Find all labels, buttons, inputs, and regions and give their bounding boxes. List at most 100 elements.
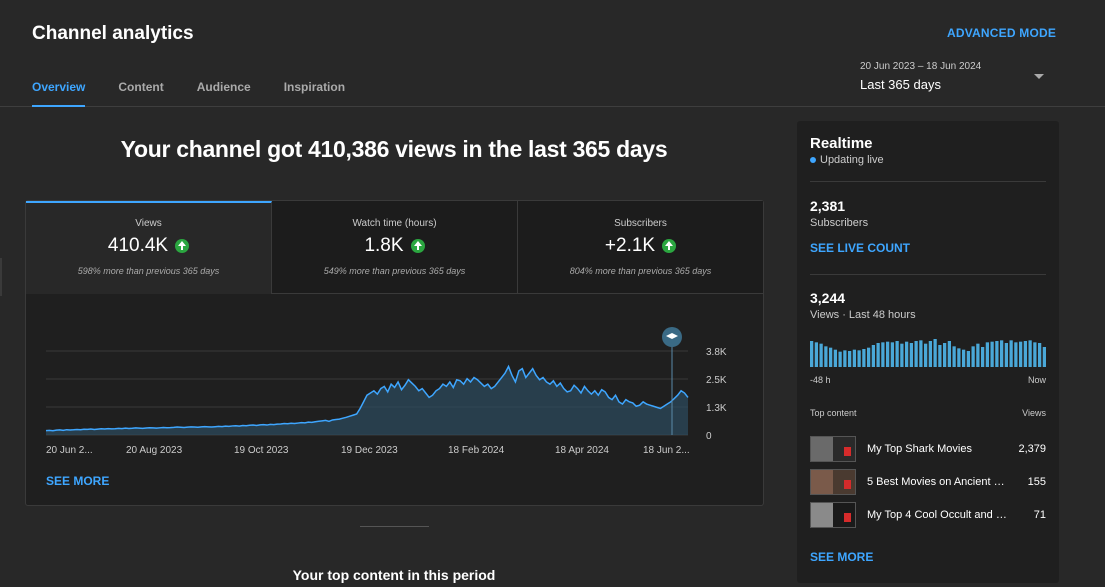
arrow-up-icon — [175, 239, 190, 253]
hourly-views-bar[interactable] — [957, 348, 961, 367]
hourly-views-bar[interactable] — [857, 350, 861, 367]
hourly-views-bar[interactable] — [919, 340, 923, 367]
hourly-views-bar[interactable] — [852, 349, 856, 367]
metric-value: 1.8K — [364, 235, 404, 256]
section-divider — [360, 526, 429, 527]
hourly-views-bar[interactable] — [890, 342, 894, 367]
hourly-views-bar[interactable] — [952, 346, 956, 367]
hourly-views-bar[interactable] — [871, 345, 875, 367]
hourly-views-bar[interactable] — [1019, 341, 1023, 367]
hourly-views-bar[interactable] — [914, 341, 918, 367]
top-content-item[interactable]: My Top Shark Movies 2,379 — [810, 436, 1046, 462]
metric-tab-views[interactable]: Views 410.4K 598% more than previous 365… — [26, 201, 272, 294]
hourly-views-bar[interactable] — [895, 341, 899, 367]
hourly-views-bar[interactable] — [943, 343, 947, 367]
metric-note: 598% more than previous 365 days — [77, 266, 220, 276]
live-dot-icon — [810, 157, 816, 163]
chart-y-tick-label: 1.3K — [706, 403, 727, 414]
hourly-views-bar[interactable] — [881, 342, 885, 367]
hourly-views-bar[interactable] — [924, 343, 928, 367]
chart-y-tick-label: 3.8K — [706, 347, 727, 358]
hourly-views-bar[interactable] — [814, 342, 818, 367]
tab-bar: Overview Content Audience Inspiration — [32, 80, 378, 107]
hourly-views-bar[interactable] — [1009, 340, 1013, 367]
video-thumbnail — [810, 436, 856, 462]
hourly-views-bar[interactable] — [1038, 343, 1042, 367]
tab-content[interactable]: Content — [118, 80, 164, 94]
chart-x-tick-label: 20 Jun 2... — [46, 445, 93, 456]
hourly-views-bar[interactable] — [928, 341, 932, 367]
hourly-views-bar[interactable] — [971, 346, 975, 367]
hourly-views-bar[interactable] — [995, 341, 999, 367]
views-chart[interactable]: 3.8K 2.5K 1.3K 0 20 Jun 2... 20 Aug 2023 19 Oc… — [26, 321, 763, 471]
hourly-views-bar[interactable] — [985, 342, 989, 367]
hourly-views-bar[interactable] — [981, 347, 985, 367]
metric-value-row: 410.4K — [26, 235, 271, 257]
metric-label: Views — [135, 218, 162, 229]
hourly-views-bar[interactable] — [905, 341, 909, 367]
metric-tab-subscribers[interactable]: Subscribers +2.1K 804% more than previou… — [518, 201, 763, 294]
hourly-views-bar[interactable] — [824, 346, 828, 367]
hourly-views-bar[interactable] — [819, 343, 823, 367]
hourly-views-bar[interactable] — [876, 343, 880, 367]
hourly-views-bar[interactable] — [938, 345, 942, 367]
views-48h-label: Views · Last 48 hours — [810, 309, 916, 321]
chart-x-tick-label: 19 Oct 2023 — [234, 445, 289, 456]
metric-value: 410.4K — [107, 235, 169, 256]
hourly-views-bar[interactable] — [976, 343, 980, 367]
hourly-views-bar[interactable] — [862, 349, 866, 367]
hourly-views-bar[interactable] — [909, 343, 913, 367]
hourly-views-bar[interactable] — [1042, 347, 1046, 367]
hourly-views-bar[interactable] — [1000, 340, 1004, 367]
tab-audience[interactable]: Audience — [196, 80, 251, 94]
live-status: Updating live — [810, 154, 884, 166]
hourly-views-bar[interactable] — [833, 349, 837, 367]
hourly-views-bar[interactable] — [838, 351, 842, 367]
hourly-views-bar[interactable] — [1023, 341, 1027, 367]
chart-x-tick-label: 19 Dec 2023 — [341, 445, 398, 456]
hourly-views-bar[interactable] — [1028, 340, 1032, 367]
hourly-views-bar[interactable] — [966, 351, 970, 367]
hourly-views-bar[interactable] — [1014, 342, 1018, 367]
hourly-views-bar[interactable] — [990, 341, 994, 367]
chart-x-tick-label: 18 Apr 2024 — [555, 445, 609, 456]
divider — [810, 274, 1046, 275]
see-live-count-button[interactable]: SEE LIVE COUNT — [810, 241, 911, 255]
hourly-views-bar[interactable] — [843, 350, 847, 367]
metric-note: 804% more than previous 365 days — [569, 266, 712, 276]
subscriber-count: 2,381 — [810, 198, 846, 214]
hourly-views-bar[interactable] — [810, 341, 814, 367]
hourly-views-bar[interactable] — [962, 349, 966, 367]
advanced-mode-button[interactable]: ADVANCED MODE — [947, 26, 1057, 40]
hourly-views-bar[interactable] — [947, 341, 951, 367]
tab-inspiration[interactable]: Inspiration — [283, 80, 346, 94]
metric-label: Watch time (hours) — [352, 218, 437, 229]
chart-y-tick-label: 2.5K — [706, 375, 727, 386]
top-content-item[interactable]: 5 Best Movies on Ancient Rome 155 — [810, 469, 1046, 495]
left-edge-divider — [0, 258, 2, 296]
video-thumbnail — [810, 502, 856, 528]
video-title: My Top Shark Movies — [867, 443, 972, 455]
hourly-views-bar[interactable] — [1033, 342, 1037, 367]
metric-value-row: 1.8K — [272, 235, 517, 257]
see-more-realtime-button[interactable]: SEE MORE — [810, 550, 874, 564]
tab-overview[interactable]: Overview — [32, 80, 86, 107]
video-thumbnail — [810, 469, 856, 495]
video-views: 2,379 — [1018, 443, 1046, 455]
hourly-views-bar[interactable] — [1004, 343, 1008, 367]
metric-label: Subscribers — [614, 218, 667, 229]
hourly-views-chart[interactable] — [810, 339, 1046, 367]
metric-tab-watch-time[interactable]: Watch time (hours) 1.8K 549% more than p… — [272, 201, 518, 294]
see-more-chart-button[interactable]: SEE MORE — [46, 474, 110, 488]
chart-x-tick-label: 18 Feb 2024 — [448, 445, 505, 456]
hourly-views-bar[interactable] — [829, 347, 833, 367]
views-headline: Your channel got 410,386 views in the la… — [120, 136, 668, 162]
hourly-views-bar[interactable] — [900, 343, 904, 367]
hourly-views-bar[interactable] — [933, 339, 937, 367]
hourly-views-bar[interactable] — [867, 347, 871, 367]
date-range-picker[interactable]: 20 Jun 2023 – 18 Jun 2024 Last 365 days — [860, 61, 1050, 97]
hourly-views-bar[interactable] — [886, 341, 890, 367]
top-content-item[interactable]: My Top 4 Cool Occult and Black Magic Mov… — [810, 502, 1046, 528]
hourly-views-bar[interactable] — [848, 351, 852, 367]
